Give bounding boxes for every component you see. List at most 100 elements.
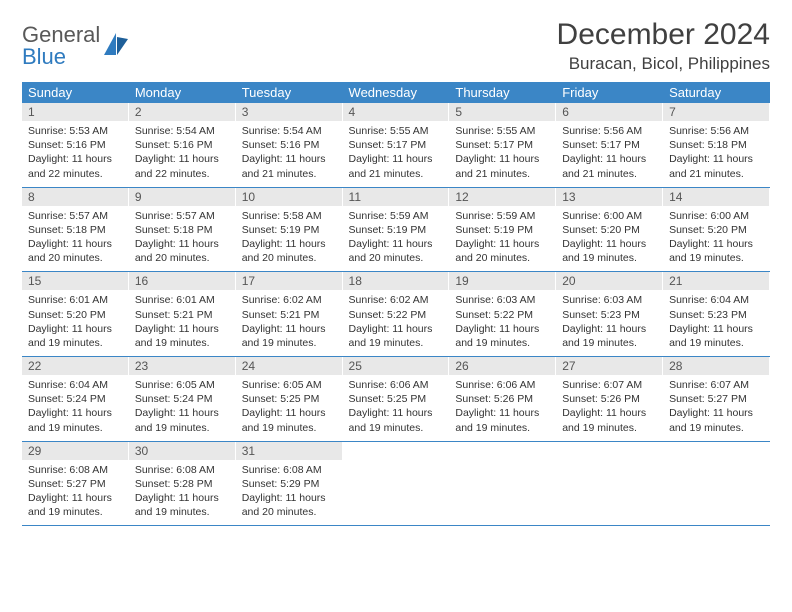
day-data: Sunrise: 6:03 AMSunset: 5:23 PMDaylight:…	[556, 290, 663, 356]
day-data: Sunrise: 5:58 AMSunset: 5:19 PMDaylight:…	[236, 206, 343, 272]
day-cell: 9Sunrise: 5:57 AMSunset: 5:18 PMDaylight…	[129, 187, 236, 272]
calendar-body: 1Sunrise: 5:53 AMSunset: 5:16 PMDaylight…	[22, 103, 770, 526]
day-line-d1: Daylight: 11 hours	[669, 152, 764, 166]
day-line-d1: Daylight: 11 hours	[28, 322, 123, 336]
month-title: December 2024	[557, 18, 770, 52]
day-line-sr: Sunrise: 6:01 AM	[28, 293, 123, 307]
day-line-d2: and 20 minutes.	[135, 251, 230, 265]
day-number: 15	[22, 272, 129, 290]
day-number: 11	[343, 188, 450, 206]
day-number: 6	[556, 103, 663, 121]
day-data: Sunrise: 5:54 AMSunset: 5:16 PMDaylight:…	[129, 121, 236, 187]
day-cell: 3Sunrise: 5:54 AMSunset: 5:16 PMDaylight…	[236, 103, 343, 187]
day-line-sr: Sunrise: 6:00 AM	[562, 209, 657, 223]
day-data: Sunrise: 6:06 AMSunset: 5:26 PMDaylight:…	[449, 375, 556, 441]
day-line-sr: Sunrise: 5:57 AM	[135, 209, 230, 223]
day-line-ss: Sunset: 5:27 PM	[669, 392, 764, 406]
day-data: Sunrise: 5:53 AMSunset: 5:16 PMDaylight:…	[22, 121, 129, 187]
day-data: Sunrise: 5:56 AMSunset: 5:17 PMDaylight:…	[556, 121, 663, 187]
day-line-d1: Daylight: 11 hours	[562, 152, 657, 166]
day-cell: 26Sunrise: 6:06 AMSunset: 5:26 PMDayligh…	[449, 357, 556, 442]
day-cell: 24Sunrise: 6:05 AMSunset: 5:25 PMDayligh…	[236, 357, 343, 442]
day-data: Sunrise: 6:01 AMSunset: 5:21 PMDaylight:…	[129, 290, 236, 356]
day-line-ss: Sunset: 5:21 PM	[242, 308, 337, 322]
day-line-d2: and 19 minutes.	[242, 421, 337, 435]
day-number: 14	[663, 188, 770, 206]
brand-word2: Blue	[22, 44, 66, 69]
day-line-ss: Sunset: 5:18 PM	[28, 223, 123, 237]
day-line-ss: Sunset: 5:18 PM	[135, 223, 230, 237]
day-line-d2: and 19 minutes.	[669, 336, 764, 350]
week-row: 15Sunrise: 6:01 AMSunset: 5:20 PMDayligh…	[22, 272, 770, 357]
day-number: 2	[129, 103, 236, 121]
day-number: 16	[129, 272, 236, 290]
day-line-ss: Sunset: 5:21 PM	[135, 308, 230, 322]
day-line-d1: Daylight: 11 hours	[455, 152, 550, 166]
day-line-ss: Sunset: 5:25 PM	[349, 392, 444, 406]
day-line-sr: Sunrise: 6:05 AM	[135, 378, 230, 392]
day-line-ss: Sunset: 5:17 PM	[562, 138, 657, 152]
day-line-ss: Sunset: 5:18 PM	[669, 138, 764, 152]
day-cell	[449, 441, 556, 526]
day-cell: 10Sunrise: 5:58 AMSunset: 5:19 PMDayligh…	[236, 187, 343, 272]
day-data: Sunrise: 6:06 AMSunset: 5:25 PMDaylight:…	[343, 375, 450, 441]
day-cell: 16Sunrise: 6:01 AMSunset: 5:21 PMDayligh…	[129, 272, 236, 357]
day-number: 29	[22, 442, 129, 460]
day-line-sr: Sunrise: 6:08 AM	[28, 463, 123, 477]
day-line-ss: Sunset: 5:26 PM	[455, 392, 550, 406]
day-line-sr: Sunrise: 6:05 AM	[242, 378, 337, 392]
day-line-d1: Daylight: 11 hours	[669, 322, 764, 336]
day-line-sr: Sunrise: 6:08 AM	[135, 463, 230, 477]
day-line-sr: Sunrise: 5:53 AM	[28, 124, 123, 138]
day-line-d1: Daylight: 11 hours	[455, 237, 550, 251]
day-line-d2: and 20 minutes.	[242, 505, 337, 519]
day-line-sr: Sunrise: 6:08 AM	[242, 463, 337, 477]
day-cell: 12Sunrise: 5:59 AMSunset: 5:19 PMDayligh…	[449, 187, 556, 272]
day-number: 27	[556, 357, 663, 375]
day-line-d1: Daylight: 11 hours	[28, 406, 123, 420]
day-line-d2: and 19 minutes.	[562, 421, 657, 435]
day-data: Sunrise: 6:02 AMSunset: 5:21 PMDaylight:…	[236, 290, 343, 356]
day-line-sr: Sunrise: 5:54 AM	[242, 124, 337, 138]
calendar-table: Sunday Monday Tuesday Wednesday Thursday…	[22, 82, 770, 526]
day-cell: 13Sunrise: 6:00 AMSunset: 5:20 PMDayligh…	[556, 187, 663, 272]
day-line-d1: Daylight: 11 hours	[28, 491, 123, 505]
day-data: Sunrise: 6:00 AMSunset: 5:20 PMDaylight:…	[663, 206, 770, 272]
day-line-d2: and 19 minutes.	[28, 421, 123, 435]
day-line-ss: Sunset: 5:17 PM	[349, 138, 444, 152]
day-cell: 28Sunrise: 6:07 AMSunset: 5:27 PMDayligh…	[663, 357, 770, 442]
day-line-sr: Sunrise: 6:06 AM	[455, 378, 550, 392]
day-cell: 19Sunrise: 6:03 AMSunset: 5:22 PMDayligh…	[449, 272, 556, 357]
day-line-ss: Sunset: 5:27 PM	[28, 477, 123, 491]
week-row: 29Sunrise: 6:08 AMSunset: 5:27 PMDayligh…	[22, 441, 770, 526]
day-number: 26	[449, 357, 556, 375]
day-line-ss: Sunset: 5:23 PM	[669, 308, 764, 322]
day-line-ss: Sunset: 5:25 PM	[242, 392, 337, 406]
day-line-sr: Sunrise: 6:07 AM	[562, 378, 657, 392]
day-line-d2: and 21 minutes.	[242, 167, 337, 181]
day-number: 9	[129, 188, 236, 206]
day-line-ss: Sunset: 5:16 PM	[135, 138, 230, 152]
day-number: 24	[236, 357, 343, 375]
day-data: Sunrise: 5:57 AMSunset: 5:18 PMDaylight:…	[129, 206, 236, 272]
calendar-page: General Blue December 2024 Buracan, Bico…	[0, 0, 792, 536]
day-number: 13	[556, 188, 663, 206]
day-line-d1: Daylight: 11 hours	[242, 237, 337, 251]
day-number: 3	[236, 103, 343, 121]
day-number: 10	[236, 188, 343, 206]
day-number: 21	[663, 272, 770, 290]
day-cell: 29 Sunrise: 6:08 AMSunset: 5:27 PMDayligh…	[22, 441, 129, 526]
day-line-d1: Daylight: 11 hours	[562, 406, 657, 420]
day-line-sr: Sunrise: 6:03 AM	[455, 293, 550, 307]
day-line-d1: Daylight: 11 hours	[669, 406, 764, 420]
day-line-ss: Sunset: 5:24 PM	[135, 392, 230, 406]
day-cell	[663, 441, 770, 526]
day-data: Sunrise: 5:55 AMSunset: 5:17 PMDaylight:…	[343, 121, 450, 187]
day-number: 20	[556, 272, 663, 290]
day-line-d2: and 19 minutes.	[135, 505, 230, 519]
day-line-ss: Sunset: 5:24 PM	[28, 392, 123, 406]
day-cell: 6Sunrise: 5:56 AMSunset: 5:17 PMDaylight…	[556, 103, 663, 187]
dow-thu: Thursday	[449, 82, 556, 103]
day-line-d1: Daylight: 11 hours	[135, 237, 230, 251]
day-data: Sunrise: 6:03 AMSunset: 5:22 PMDaylight:…	[449, 290, 556, 356]
